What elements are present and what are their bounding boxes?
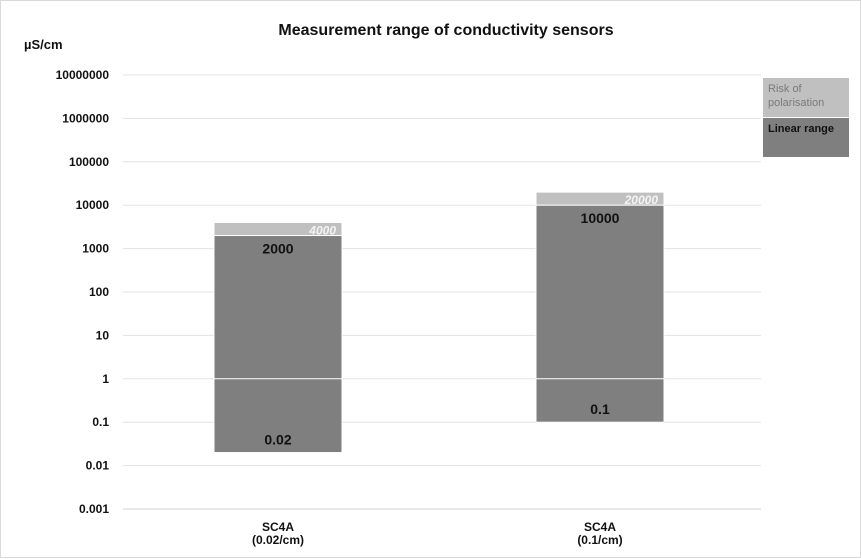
y-tick-label: 10000000 — [56, 68, 110, 82]
linear-min-label: 0.1 — [590, 401, 610, 417]
y-tick-label: 0.1 — [92, 415, 109, 429]
x-category-label: SC4A — [262, 520, 294, 534]
y-tick-label: 1 — [102, 372, 109, 386]
y-tick-label: 0.001 — [79, 502, 109, 516]
linear-min-label: 0.02 — [264, 432, 291, 448]
x-category-label: (0.1/cm) — [577, 533, 622, 547]
y-tick-label: 10000 — [76, 198, 110, 212]
y-axis-unit: µS/cm — [24, 37, 63, 52]
labels: 0.001 0.01 0.1 1 10 100 1000 10000 100000 1000000… — [56, 68, 659, 547]
linear-range-bar — [213, 235, 343, 454]
legend-risk-swatch — [763, 78, 849, 117]
linear-max-label: 2000 — [262, 241, 293, 257]
legend-risk-label: Risk of — [768, 83, 803, 95]
legend-linear-swatch — [763, 118, 849, 157]
y-tick-label: 100 — [89, 285, 109, 299]
linear-range-bar — [535, 204, 665, 423]
x-category-label: (0.02/cm) — [252, 533, 304, 547]
chart-title: Measurement range of conductivity sensor… — [278, 22, 613, 39]
risk-max-label: 4000 — [308, 223, 336, 237]
risk-max-label: 20000 — [624, 193, 659, 207]
y-tick-label: 1000000 — [62, 111, 109, 125]
x-category-label: SC4A — [584, 520, 616, 534]
y-tick-label: 0.01 — [86, 459, 110, 473]
legend-risk-label: polarisation — [768, 97, 824, 109]
y-tick-label: 1000 — [82, 242, 109, 256]
bars — [213, 191, 665, 454]
y-tick-label: 10 — [96, 328, 110, 342]
legend: Risk of polarisation Linear range — [763, 78, 849, 157]
linear-max-label: 10000 — [581, 210, 620, 226]
y-tick-label: 100000 — [69, 155, 109, 169]
legend-linear-label: Linear range — [768, 123, 834, 135]
